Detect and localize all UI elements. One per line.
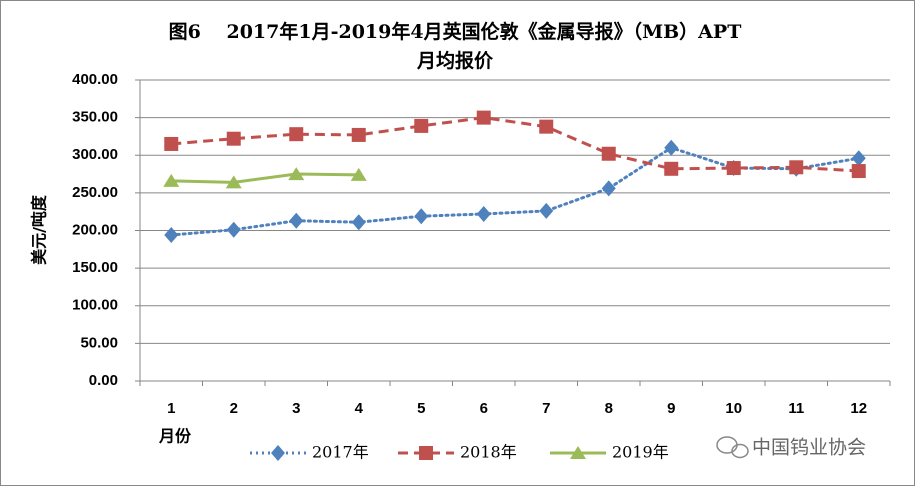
marker <box>664 161 679 176</box>
legend-label: 2017年 <box>312 443 369 462</box>
marker <box>289 212 304 229</box>
x-tick-label: 12 <box>850 400 867 417</box>
watermark: 中国钨业协会 <box>752 437 866 459</box>
marker <box>288 167 305 181</box>
marker <box>163 173 180 187</box>
marker <box>419 446 433 460</box>
marker <box>350 167 367 181</box>
marker <box>570 446 586 459</box>
x-tick-label: 6 <box>480 400 488 417</box>
x-tick-label: 1 <box>167 400 175 417</box>
y-tick-label: 150.00 <box>72 259 118 276</box>
marker <box>539 202 554 219</box>
marker <box>164 136 179 151</box>
x-tick-label: 3 <box>292 400 300 417</box>
marker <box>289 127 304 142</box>
legend-label: 2019年 <box>612 443 669 462</box>
y-tick-label: 50.00 <box>80 334 118 351</box>
marker <box>664 139 679 156</box>
x-axis-label: 月份 <box>158 427 192 446</box>
marker <box>726 161 741 176</box>
y-tick-label: 350.00 <box>72 109 118 126</box>
chart-subtitle: 月均报价 <box>416 49 494 72</box>
marker <box>601 180 616 197</box>
chart-title: 图6 2017年1月-2019年4月英国伦敦《金属导报》（MB）APT <box>169 20 742 43</box>
x-tick-label: 2 <box>230 400 238 417</box>
y-tick-label: 200.00 <box>72 221 118 238</box>
y-axis-label: 美元/吨度 <box>30 194 49 265</box>
watermark-icon <box>716 436 749 459</box>
x-tick-label: 11 <box>788 400 804 417</box>
y-tick-label: 300.00 <box>72 146 118 163</box>
y-tick-label: 250.00 <box>72 184 118 201</box>
x-tick-label: 7 <box>542 400 550 417</box>
marker <box>851 164 866 179</box>
x-tick-label: 9 <box>667 400 675 417</box>
marker <box>414 118 429 133</box>
marker <box>414 208 429 225</box>
marker <box>226 221 241 238</box>
marker <box>601 146 616 161</box>
marker <box>226 131 241 146</box>
marker <box>851 150 866 167</box>
marker <box>476 110 491 125</box>
x-tick-label: 4 <box>355 400 364 417</box>
marker <box>476 205 491 222</box>
series-line <box>171 116 859 173</box>
marker <box>271 445 285 461</box>
marker <box>789 160 804 175</box>
marker <box>539 119 554 134</box>
x-tick-label: 5 <box>417 400 425 417</box>
marker <box>351 214 366 231</box>
x-tick-label: 8 <box>605 400 613 417</box>
legend-label: 2018年 <box>460 443 517 462</box>
y-tick-label: 400.00 <box>72 71 118 88</box>
y-tick-label: 0.00 <box>89 372 118 389</box>
x-tick-label: 10 <box>725 400 742 417</box>
marker <box>225 175 242 189</box>
marker <box>164 227 179 244</box>
marker <box>351 127 366 142</box>
y-tick-label: 100.00 <box>72 297 118 314</box>
series-line <box>171 172 359 184</box>
